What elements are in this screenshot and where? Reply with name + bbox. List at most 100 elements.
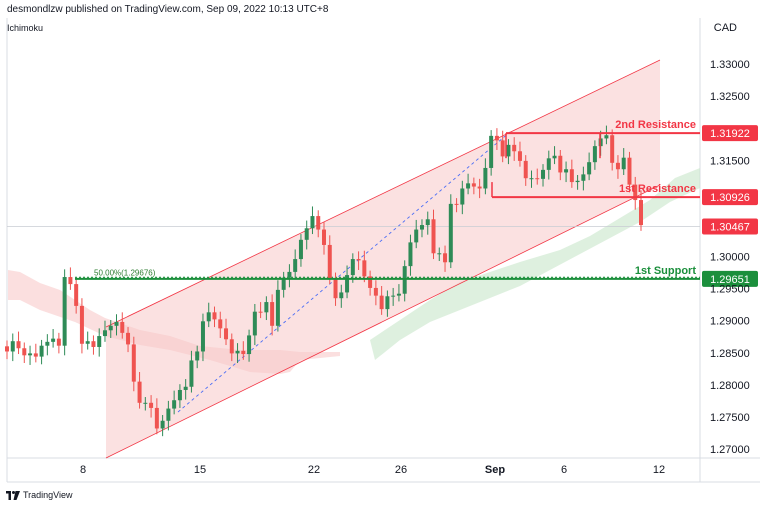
price-axis[interactable]: 1.31922 1.30926 1.29651 1.33000 1.32500 1.315… <box>702 59 758 456</box>
candle <box>51 329 56 348</box>
fib-dashed-line <box>177 131 511 413</box>
time-axis[interactable]: 8 15 22 26 Sep 6 12 <box>80 464 665 476</box>
candle-body <box>615 162 620 170</box>
candle-body <box>587 162 592 175</box>
candle <box>500 130 505 163</box>
candle <box>592 140 597 170</box>
candle-body <box>5 346 9 352</box>
candle <box>195 345 200 369</box>
candle-body <box>633 184 638 201</box>
candle-body <box>402 266 407 294</box>
candle-body <box>56 338 61 346</box>
candle-body <box>431 219 436 254</box>
candle <box>252 303 257 346</box>
candle <box>610 129 615 171</box>
candle <box>581 166 586 191</box>
indicator-name: Ichimoku <box>7 23 44 33</box>
candle <box>350 253 355 283</box>
candle <box>368 270 373 296</box>
candle-body <box>91 341 96 347</box>
candle-body <box>569 169 574 183</box>
candle <box>189 350 194 393</box>
candle-body <box>258 311 263 313</box>
candle <box>385 290 390 317</box>
candle <box>166 400 171 431</box>
candle-body <box>333 278 338 299</box>
candle-body <box>546 158 551 170</box>
price-tick-label: 1.30000 <box>710 252 750 264</box>
candle-body <box>143 402 148 404</box>
candle <box>154 398 159 435</box>
candle <box>79 298 84 354</box>
candle-body <box>523 160 528 179</box>
candle <box>437 247 442 261</box>
candle <box>494 128 499 150</box>
candle <box>74 278 79 314</box>
current-price-bg <box>702 218 758 235</box>
candle <box>275 280 280 332</box>
price-tick-label: 1.33000 <box>710 59 750 71</box>
time-tick-label: 15 <box>194 464 206 476</box>
candle <box>114 314 119 336</box>
candle <box>523 155 528 186</box>
candle <box>448 194 453 269</box>
candle <box>322 221 326 255</box>
candle <box>460 180 465 215</box>
candle <box>131 336 136 392</box>
time-tick-label: 22 <box>308 464 320 476</box>
candle-body <box>149 402 154 408</box>
candle-body <box>275 289 280 326</box>
candle-body <box>454 203 459 205</box>
price-tick-label: 1.29500 <box>710 284 750 296</box>
footer: TradingView <box>6 490 73 500</box>
candle <box>327 235 332 285</box>
candle-body <box>316 216 321 230</box>
candle <box>108 320 113 338</box>
candle <box>345 265 350 299</box>
candle-body <box>79 305 84 344</box>
candle-body <box>535 178 540 180</box>
candle <box>575 175 580 190</box>
candle <box>466 173 471 195</box>
candle <box>391 287 396 306</box>
candle-body <box>51 338 56 342</box>
cloud-bullish-area <box>370 168 700 360</box>
candle <box>16 331 21 355</box>
candle <box>419 219 424 238</box>
candle-body <box>350 259 355 276</box>
candle-body <box>448 203 453 263</box>
candle-body <box>437 253 442 255</box>
candle-body <box>512 144 517 152</box>
candle-body <box>166 408 171 421</box>
price-tick-label: 1.28500 <box>710 348 750 360</box>
candle-body <box>310 216 315 229</box>
candle-body <box>131 344 136 382</box>
candle-body <box>373 287 378 296</box>
resistance-label: 1st Resistance <box>619 183 696 195</box>
candle-body <box>541 169 546 179</box>
price-tag-label: 1.31922 <box>710 128 750 140</box>
candle-body <box>252 311 257 336</box>
price-tick-label: 1.32500 <box>710 91 750 103</box>
candle <box>91 335 96 355</box>
candle-body <box>241 350 246 355</box>
candle <box>241 341 246 360</box>
candle-body <box>621 157 626 170</box>
candle-body <box>264 302 269 313</box>
candle <box>316 210 321 238</box>
candle-body <box>108 325 113 331</box>
candle <box>633 176 638 210</box>
candle-body <box>68 277 73 285</box>
candle-body <box>10 341 15 352</box>
candle-body <box>460 188 465 205</box>
candle-body <box>575 180 580 183</box>
candle <box>5 340 9 360</box>
candle-body <box>200 321 205 352</box>
candle-body <box>639 200 643 226</box>
tradingview-brand: TradingView <box>23 490 73 500</box>
candle <box>506 139 511 165</box>
candle-body <box>592 146 597 163</box>
price-tag-bg <box>702 270 758 287</box>
candle <box>287 264 292 288</box>
